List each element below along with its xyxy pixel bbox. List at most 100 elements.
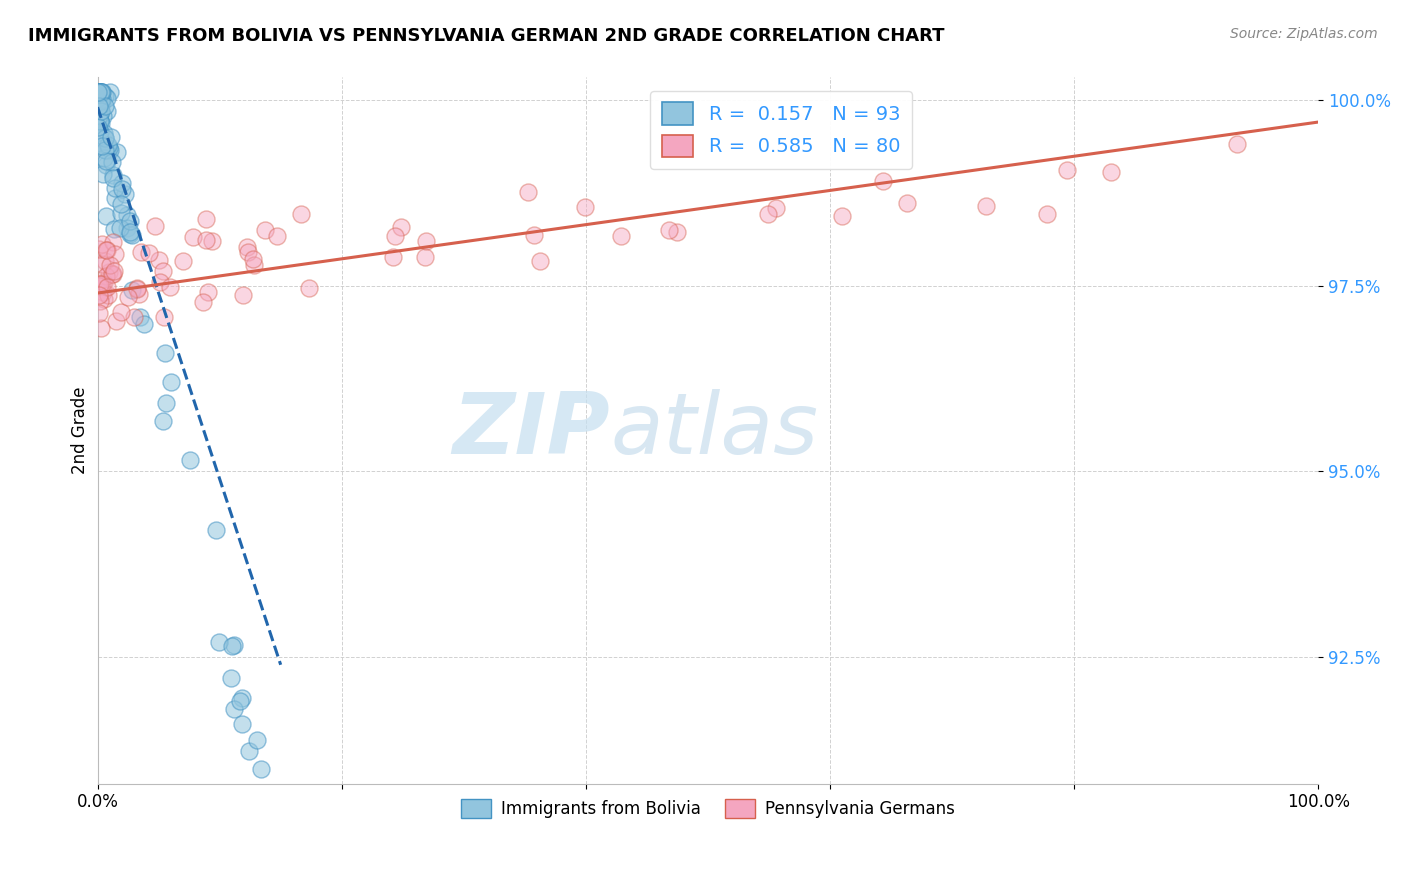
Point xyxy=(159,279,181,293)
Point xyxy=(90,103,112,118)
Point xyxy=(98,144,121,158)
Point xyxy=(118,213,141,227)
Point xyxy=(94,89,117,103)
Point xyxy=(97,287,120,301)
Point xyxy=(132,317,155,331)
Point xyxy=(91,285,114,300)
Point xyxy=(89,85,111,99)
Point xyxy=(91,109,114,123)
Point xyxy=(93,151,115,165)
Point xyxy=(153,310,176,325)
Point xyxy=(114,186,136,201)
Point xyxy=(104,191,127,205)
Point xyxy=(574,200,596,214)
Point xyxy=(179,452,201,467)
Point xyxy=(87,94,110,108)
Point xyxy=(89,85,111,99)
Point xyxy=(87,85,110,99)
Point xyxy=(96,209,118,223)
Point xyxy=(1056,162,1078,177)
Point xyxy=(87,85,110,99)
Point xyxy=(872,174,894,188)
Text: ZIP: ZIP xyxy=(453,389,610,472)
Point xyxy=(125,282,148,296)
Point xyxy=(90,85,112,99)
Point xyxy=(756,207,779,221)
Point xyxy=(93,126,115,140)
Point xyxy=(658,223,681,237)
Point xyxy=(128,287,150,301)
Point xyxy=(90,85,112,99)
Point xyxy=(110,197,132,211)
Point xyxy=(103,171,125,186)
Point xyxy=(89,277,111,291)
Point xyxy=(1036,207,1059,221)
Point xyxy=(152,414,174,428)
Point xyxy=(100,85,122,99)
Point xyxy=(96,280,118,294)
Y-axis label: 2nd Grade: 2nd Grade xyxy=(72,387,89,475)
Point xyxy=(100,130,122,145)
Point xyxy=(152,263,174,277)
Point xyxy=(91,139,114,153)
Point xyxy=(125,281,148,295)
Point xyxy=(224,702,246,716)
Point xyxy=(160,375,183,389)
Point xyxy=(129,310,152,324)
Point xyxy=(89,107,111,121)
Point xyxy=(831,209,853,223)
Point xyxy=(90,237,112,252)
Point xyxy=(98,265,121,279)
Point xyxy=(191,295,214,310)
Point xyxy=(143,219,166,234)
Point xyxy=(382,250,405,264)
Point xyxy=(298,281,321,295)
Point xyxy=(87,130,110,145)
Point xyxy=(115,208,138,222)
Point xyxy=(103,221,125,235)
Point xyxy=(155,395,177,409)
Point xyxy=(101,155,124,169)
Point xyxy=(94,99,117,113)
Point xyxy=(103,235,125,249)
Point xyxy=(232,288,254,302)
Point xyxy=(89,277,111,292)
Point xyxy=(96,243,118,257)
Point xyxy=(101,267,124,281)
Text: Source: ZipAtlas.com: Source: ZipAtlas.com xyxy=(1230,27,1378,41)
Point xyxy=(94,254,117,268)
Point xyxy=(131,244,153,259)
Point xyxy=(219,671,242,685)
Point xyxy=(231,691,253,706)
Point xyxy=(96,91,118,105)
Point xyxy=(87,85,110,99)
Point xyxy=(1226,136,1249,151)
Point xyxy=(529,253,551,268)
Point xyxy=(89,294,111,309)
Point xyxy=(242,252,264,266)
Point xyxy=(87,85,110,99)
Point xyxy=(221,640,243,654)
Point xyxy=(111,176,134,190)
Point xyxy=(101,267,124,281)
Point xyxy=(89,125,111,139)
Point xyxy=(94,269,117,284)
Point xyxy=(90,136,112,150)
Point xyxy=(87,99,110,113)
Point xyxy=(236,244,259,259)
Point xyxy=(110,304,132,318)
Point xyxy=(121,228,143,243)
Point xyxy=(93,131,115,145)
Point xyxy=(87,278,110,293)
Point xyxy=(224,638,246,652)
Point xyxy=(96,153,118,168)
Point xyxy=(87,287,110,301)
Point xyxy=(138,246,160,260)
Point xyxy=(87,137,110,152)
Point xyxy=(765,202,787,216)
Point xyxy=(266,228,288,243)
Point xyxy=(290,207,312,221)
Point xyxy=(87,91,110,105)
Point xyxy=(108,220,131,235)
Point xyxy=(974,199,997,213)
